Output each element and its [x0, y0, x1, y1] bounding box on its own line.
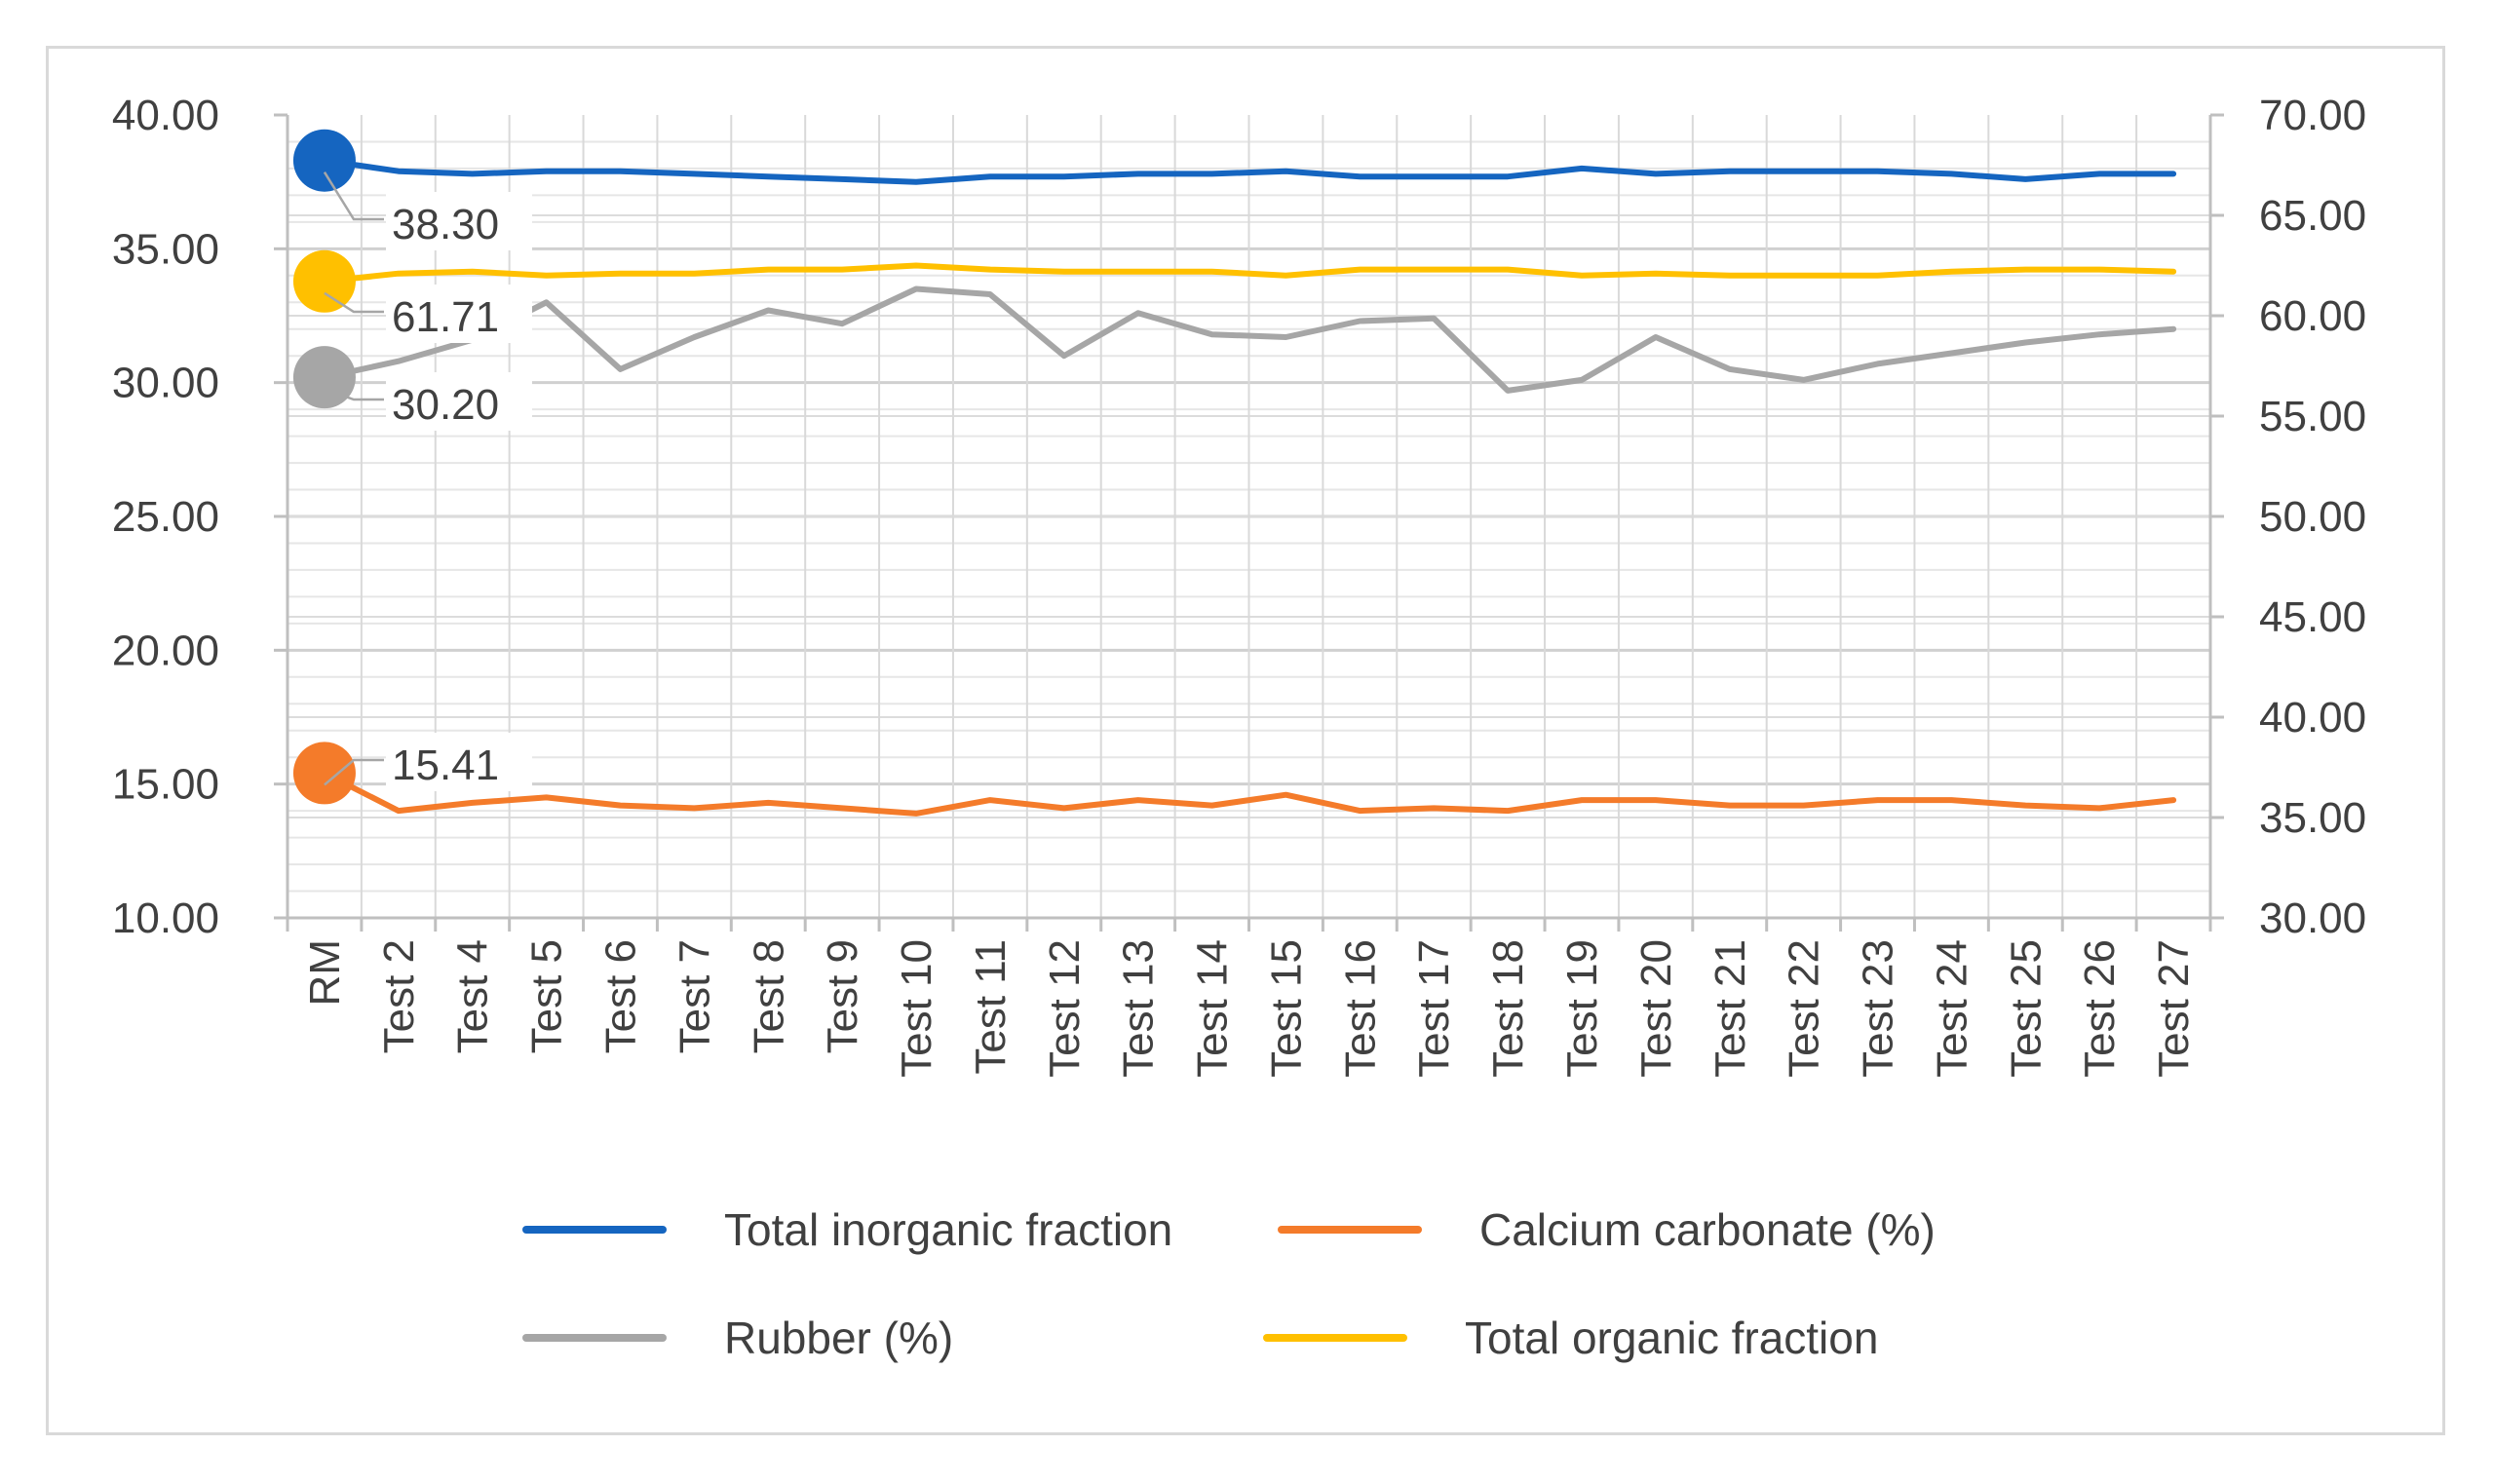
data-label-total-organic-fraction: 61.71: [392, 293, 499, 341]
x-category-label: Test 11: [967, 939, 1015, 1075]
left-tick-label: 15.00: [112, 761, 219, 809]
first-point-marker-rubber: [292, 346, 356, 409]
left-tick-label: 40.00: [112, 92, 219, 139]
x-category-label: Test 24: [1928, 939, 1975, 1078]
callout-line-rubber: [324, 387, 384, 401]
first-point-marker-total-inorganic-fraction: [292, 129, 356, 192]
x-category-label: Test 6: [596, 939, 644, 1053]
series-line-rubber: [321, 285, 2177, 394]
x-category-label: Test 19: [1558, 939, 1606, 1078]
x-category-label: Test 15: [1262, 939, 1310, 1078]
x-category-label: Test 27: [2150, 939, 2198, 1078]
series-line-calcium-carbonate: [321, 770, 2177, 817]
x-category-label: Test 26: [2076, 939, 2124, 1078]
x-category-label: Test 22: [1781, 939, 1828, 1078]
first-point-marker-total-organic-fraction: [292, 249, 356, 313]
x-category-label: Test 9: [819, 939, 866, 1053]
data-label-rubber: 30.20: [392, 381, 499, 429]
left-tick-label: 35.00: [112, 225, 219, 273]
x-category-label: Test 8: [745, 939, 792, 1053]
data-label-background: [386, 285, 532, 343]
axes: 10.00 15.00 20.00 25.00 30.00 35.00 40.00 30.00…: [112, 92, 2366, 1078]
legend-label-total-organic-fraction: Total organic fraction: [1465, 1313, 1878, 1363]
legend-label-rubber: Rubber (%): [724, 1313, 953, 1363]
legend-label-total-inorganic-fraction: Total inorganic fraction: [724, 1204, 1172, 1255]
left-tick-label: 10.00: [112, 894, 219, 942]
x-category-label: Test 7: [671, 939, 718, 1053]
callout-line-calcium-carbonate: [324, 758, 384, 786]
left-tick-label: 25.00: [112, 493, 219, 541]
x-category-label: Test 17: [1410, 939, 1458, 1078]
x-category-label: Test 4: [449, 939, 497, 1053]
legend-label-calcium-carbonate: Calcium carbonate (%): [1479, 1204, 1936, 1255]
right-tick-label: 65.00: [2259, 192, 2366, 240]
callout-line-total-inorganic-fraction: [323, 171, 384, 221]
data-label-calcium-carbonate: 15.41: [392, 742, 499, 789]
data-label-background: [386, 372, 532, 431]
left-tick-label: 30.00: [112, 360, 219, 407]
right-tick-label: 70.00: [2259, 92, 2366, 139]
x-category-label: Test 14: [1189, 939, 1237, 1078]
callout-line-total-organic-fraction: [324, 291, 384, 314]
data-label-background: [386, 192, 532, 250]
data-labels: 38.30 15.41 30.20 61.71: [292, 129, 532, 805]
x-category-label: Test 21: [1707, 939, 1754, 1078]
left-tick-label: 20.00: [112, 627, 219, 674]
x-category-label: Test 16: [1336, 939, 1384, 1078]
right-tick-label: 40.00: [2259, 694, 2366, 742]
series-line-total-inorganic-fraction: [321, 157, 2177, 185]
data-label-total-inorganic-fraction: 38.30: [392, 201, 499, 248]
first-point-marker-calcium-carbonate: [292, 742, 356, 805]
x-category-label: Test 20: [1632, 939, 1680, 1078]
x-category-label: Test 2: [375, 939, 423, 1053]
right-tick-label: 35.00: [2259, 794, 2366, 842]
x-category-label: Test 10: [893, 939, 940, 1078]
data-label-background: [386, 733, 532, 791]
x-category-label: Test 23: [1855, 939, 1902, 1078]
series-lines: [321, 157, 2177, 817]
right-tick-label: 30.00: [2259, 894, 2366, 942]
x-category-label: RM: [301, 939, 349, 1006]
right-tick-label: 60.00: [2259, 292, 2366, 340]
x-category-label: Test 25: [2002, 939, 2050, 1078]
x-category-label: Test 13: [1115, 939, 1163, 1078]
right-tick-label: 45.00: [2259, 593, 2366, 641]
right-tick-label: 55.00: [2259, 393, 2366, 440]
x-category-label: Test 18: [1484, 939, 1532, 1078]
series-line-total-organic-fraction: [321, 262, 2177, 285]
x-category-label: Test 12: [1041, 939, 1089, 1078]
right-tick-label: 50.00: [2259, 493, 2366, 541]
x-category-label: Test 5: [523, 939, 571, 1053]
legend: Total inorganic fraction Calcium carbonat…: [522, 1204, 1936, 1363]
